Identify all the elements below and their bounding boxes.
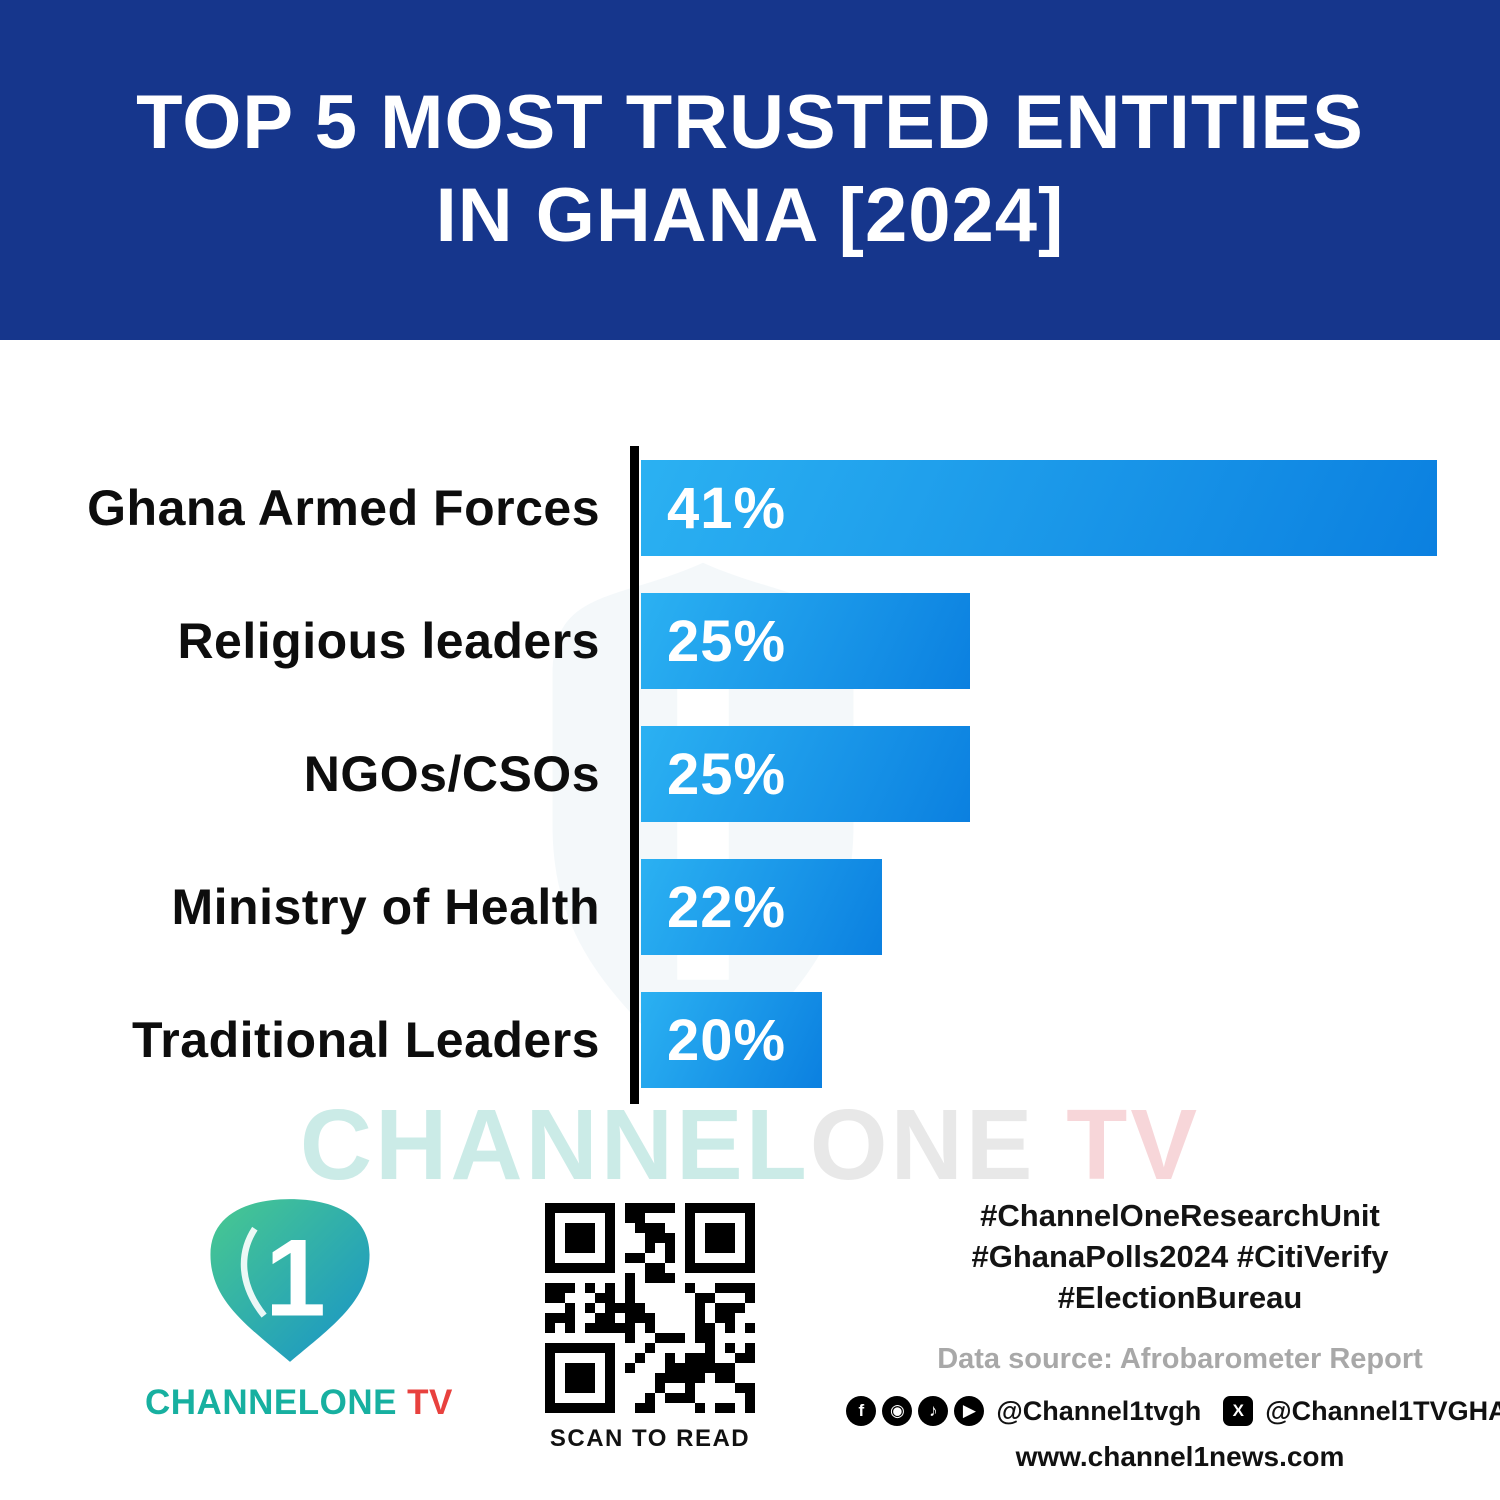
instagram-icon: ◉: [882, 1396, 913, 1427]
chart-row: NGOs/CSOs 25%: [0, 726, 1500, 822]
youtube-icon: ▶: [954, 1396, 985, 1427]
value-label: 20%: [667, 1007, 787, 1073]
social-handle-primary: @Channel1tvgh: [996, 1395, 1202, 1426]
value-label: 41%: [667, 475, 787, 541]
social-row: f ◉ ♪ ▶ @Channel1tvgh X @Channel1TVGHA: [846, 1395, 1500, 1427]
channel-one-logo-block: 1 CHANNELONE TV: [145, 1188, 452, 1423]
website-url: www.channel1news.com: [1015, 1440, 1345, 1472]
bar: 22%: [641, 859, 882, 955]
bar: 41%: [641, 460, 1437, 556]
value-label: 25%: [667, 741, 787, 807]
qr-block: SCAN TO READ: [543, 1203, 757, 1453]
logo-wordmark: CHANNELONE TV: [145, 1383, 452, 1423]
chart-row: Traditional Leaders 20%: [0, 992, 1500, 1088]
category-label: Traditional Leaders: [132, 1012, 600, 1068]
chart-row: Religious leaders 25%: [0, 593, 1500, 689]
category-label: Ministry of Health: [171, 879, 600, 935]
bar: 20%: [641, 992, 822, 1088]
category-label: Religious leaders: [177, 613, 600, 669]
tiktok-icon: ♪: [918, 1396, 949, 1427]
qr-code: [545, 1203, 755, 1413]
hashtag-line: #ElectionBureau: [1057, 1279, 1303, 1315]
qr-caption: SCAN TO READ: [549, 1425, 751, 1452]
chart-row: Ministry of Health 22%: [0, 859, 1500, 955]
page-title: TOP 5 MOST TRUSTED ENTITIES IN GHANA [20…: [136, 77, 1364, 262]
bar: 25%: [641, 593, 970, 689]
hashtag-line: #ChannelOneResearchUnit: [980, 1198, 1380, 1233]
svg-text:1: 1: [265, 1218, 326, 1340]
bar: 25%: [641, 726, 970, 822]
category-label: NGOs/CSOs: [303, 746, 600, 802]
chart-row: Ghana Armed Forces 41%: [0, 460, 1500, 556]
header-banner: TOP 5 MOST TRUSTED ENTITIES IN GHANA [20…: [0, 0, 1500, 340]
data-source: Data source: Afrobarometer Report: [937, 1342, 1423, 1375]
chart-axis-line: [630, 446, 639, 1104]
category-label: Ghana Armed Forces: [87, 480, 600, 536]
logo-wordmark-tv: TV: [396, 1383, 453, 1422]
title-line-2: IN GHANA [2024]: [435, 173, 1065, 258]
footer-info-block: #ChannelOneResearchUnit #GhanaPolls2024 …: [846, 1196, 1500, 1473]
value-label: 25%: [667, 608, 787, 674]
hashtag-line: #GhanaPolls2024 #CitiVerify: [971, 1238, 1389, 1274]
title-line-1: TOP 5 MOST TRUSTED ENTITIES: [136, 80, 1364, 166]
x-icon: X: [1223, 1396, 1254, 1427]
facebook-icon: f: [846, 1396, 877, 1427]
channel-one-logo: 1: [210, 1199, 370, 1362]
logo-wordmark-channelone: CHANNELONE: [145, 1383, 397, 1422]
value-label: 22%: [667, 874, 787, 940]
social-handle-x: @Channel1TVGHA: [1265, 1395, 1500, 1426]
